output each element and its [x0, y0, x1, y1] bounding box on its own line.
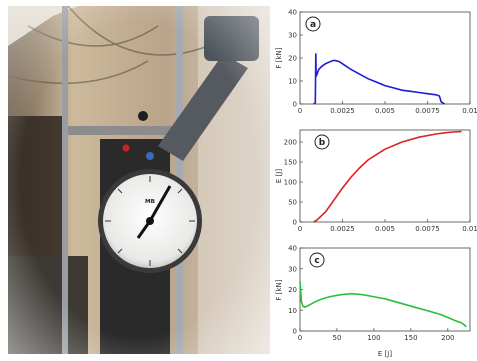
- y-tick-label: 30: [288, 265, 297, 273]
- x-tick-label: 0.0025: [330, 225, 355, 233]
- x-tick-label: 0.0075: [415, 225, 440, 233]
- y-tick-label: 10: [288, 307, 297, 315]
- y-tick-label: 30: [288, 32, 297, 40]
- x-tick-label: 0.0025: [330, 107, 355, 115]
- x-tick-label: 0.01: [462, 107, 477, 115]
- y-tick-label: 0: [293, 219, 297, 227]
- y-tick-label: 10: [288, 78, 297, 86]
- panel-label-badge: [309, 252, 325, 268]
- y-axis-label: F [kN]: [275, 279, 283, 300]
- x-tick-label: 0: [298, 334, 302, 342]
- y-tick-label: 150: [284, 159, 297, 167]
- y-tick-label: 50: [288, 199, 297, 207]
- series-line: [299, 281, 467, 328]
- series-line: [313, 53, 445, 105]
- x-tick-label: 0.005: [375, 225, 395, 233]
- y-tick-label: 0: [293, 101, 297, 109]
- y-tick-label: 20: [288, 286, 297, 294]
- x-tick-label: 0.005: [375, 107, 395, 115]
- x-tick-label: 150: [404, 334, 417, 342]
- panel-label-badge: [314, 134, 330, 150]
- y-axis-label: E [J]: [275, 169, 283, 183]
- plot-frame: [299, 247, 471, 332]
- x-tick-label: 0.0075: [415, 107, 440, 115]
- y-axis-label: F [kN]: [275, 47, 283, 68]
- panel-label: b: [319, 138, 326, 148]
- y-tick-label: 0: [293, 328, 297, 336]
- impact-tester-photo: ᴹᴮ: [8, 6, 270, 354]
- series-line: [313, 130, 462, 223]
- y-tick-label: 40: [288, 245, 297, 253]
- y-tick-label: 40: [288, 9, 297, 17]
- panel-label: c: [314, 256, 319, 266]
- panel-label-badge: [305, 16, 321, 32]
- x-tick-label: 100: [367, 334, 380, 342]
- x-axis-label: E [J]: [378, 350, 392, 358]
- x-tick-label: 0: [298, 225, 302, 233]
- panel-label: a: [310, 20, 316, 30]
- chart-b: 0 50 100 150 200 0 0.0025 0.005 0.0075 0.01 b E …: [275, 129, 477, 233]
- x-tick-label: 0: [298, 107, 302, 115]
- x-tick-label: 200: [441, 334, 454, 342]
- x-tick-label: 0.01: [462, 225, 477, 233]
- chart-c: 0 10 20 30 40 0 50 100 150 200 c F [kN] E [J]: [275, 245, 471, 358]
- y-tick-label: 200: [284, 139, 297, 147]
- y-tick-label: 100: [284, 179, 297, 187]
- x-tick-label: 50: [332, 334, 341, 342]
- y-tick-label: 20: [288, 55, 297, 63]
- chart-a: 0 10 20 30 40 0 0.0025 0.005 0.0075 0.01 a F [kN…: [275, 9, 477, 116]
- plot-frame: [299, 11, 471, 105]
